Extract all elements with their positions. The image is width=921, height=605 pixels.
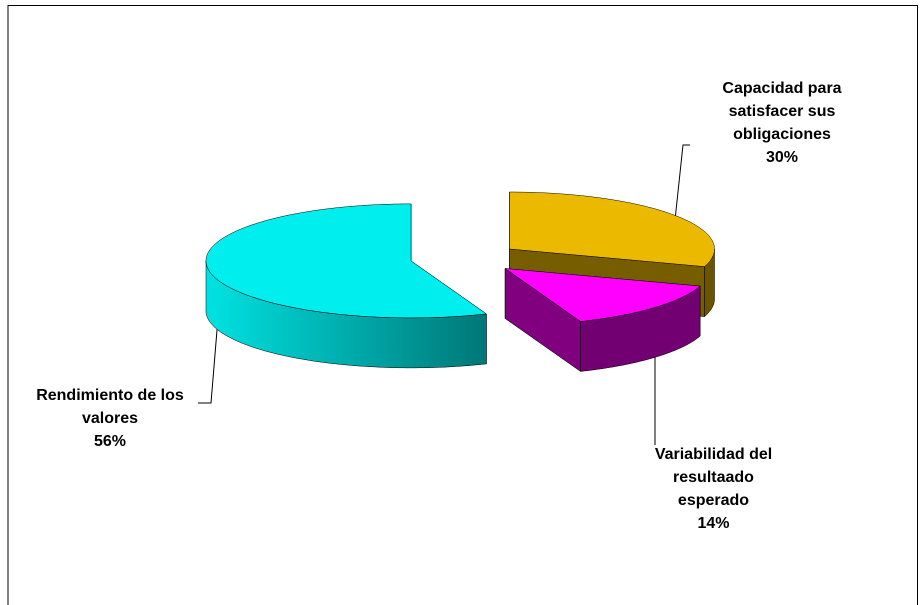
slice-label: Capacidad para satisfacer sus obligacion…	[702, 77, 862, 169]
category-label: Variabilidad del resultaado esperado	[654, 446, 773, 509]
category-label: Rendimiento de los valores	[36, 387, 184, 427]
slice-label: Variabilidad del resultaado esperado 14%	[636, 443, 791, 535]
value-label: 30%	[765, 149, 799, 166]
pie	[205, 191, 715, 372]
frame	[7, 5, 918, 605]
slice	[205, 203, 488, 319]
slice	[504, 268, 701, 322]
slice-label: Rendimiento de los valores 56%	[35, 384, 185, 453]
value-label: 14%	[697, 515, 730, 532]
category-label: Capacidad para satisfacer sus obligacion…	[722, 80, 842, 143]
leader-line	[674, 144, 690, 221]
slice	[509, 191, 715, 267]
leader-line	[198, 317, 219, 404]
value-label: 56%	[93, 433, 127, 450]
